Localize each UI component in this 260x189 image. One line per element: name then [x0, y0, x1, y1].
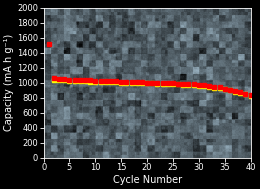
- Y-axis label: Capacity (mA h g⁻¹): Capacity (mA h g⁻¹): [4, 34, 14, 131]
- X-axis label: Cycle Number: Cycle Number: [113, 175, 182, 185]
